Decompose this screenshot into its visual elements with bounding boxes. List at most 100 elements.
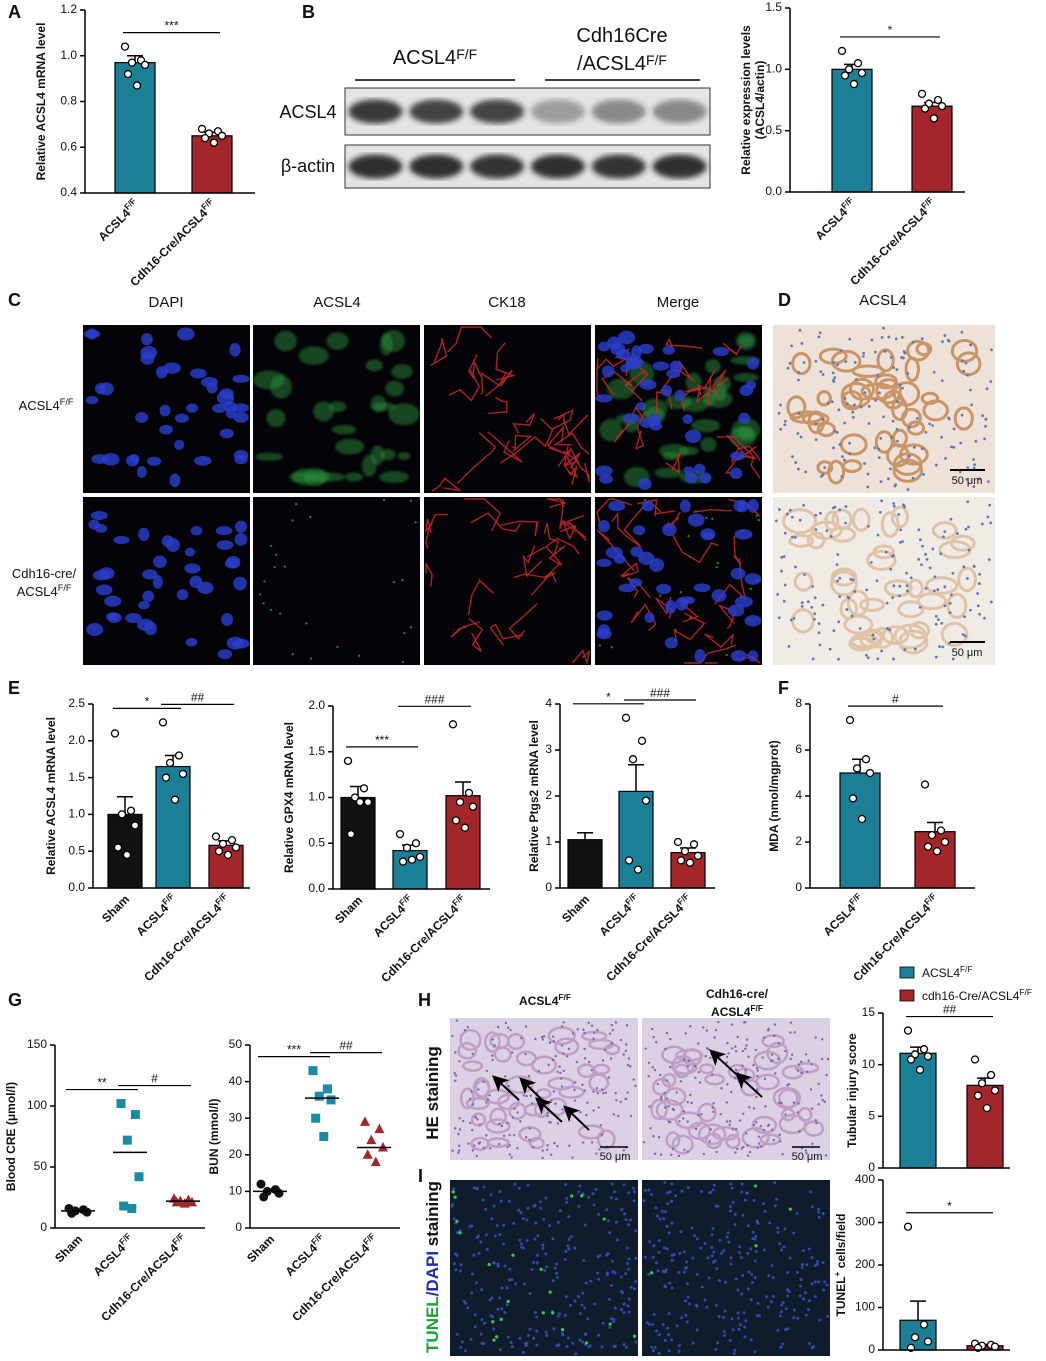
nucleus (677, 1349, 681, 1353)
nucleus (717, 1020, 720, 1024)
nucleus (529, 1094, 532, 1097)
nucleus (734, 1277, 738, 1281)
nucleus (567, 1237, 571, 1241)
nucleus (811, 1345, 815, 1349)
nucleus (821, 373, 825, 376)
nucleus (817, 1210, 821, 1214)
nucleus (614, 1197, 618, 1201)
nucleus (557, 1312, 561, 1316)
nucleus (743, 1335, 747, 1339)
nucleus (536, 1253, 540, 1257)
nucleus (605, 1208, 609, 1212)
data-point (374, 1123, 385, 1134)
green-signal (392, 580, 396, 584)
nucleus (852, 403, 856, 407)
nucleus (943, 530, 947, 534)
nucleus (579, 1110, 582, 1114)
nucleus (790, 515, 794, 519)
nucleus (752, 1064, 755, 1067)
tubule (457, 1042, 478, 1060)
nucleus (645, 1321, 649, 1325)
nucleus (662, 1217, 666, 1221)
significance-label: * (145, 694, 150, 708)
nucleus (610, 342, 626, 356)
nucleus (650, 1345, 654, 1349)
nucleus (229, 342, 241, 357)
nucleus (663, 1181, 667, 1185)
nucleus (457, 1144, 461, 1148)
nucleus (629, 1218, 633, 1222)
nucleus (638, 477, 652, 491)
nucleus (590, 1069, 594, 1072)
bar (567, 839, 603, 889)
tubule (892, 381, 921, 407)
data-point (929, 114, 939, 123)
tunel-cell (458, 1231, 462, 1235)
tunel-cell (754, 1244, 758, 1248)
nucleus (721, 1316, 725, 1320)
nucleus (821, 1098, 824, 1102)
nucleus (914, 647, 917, 651)
nucleus (738, 1119, 742, 1122)
tubule (576, 1063, 596, 1078)
nucleus (907, 425, 911, 429)
nucleus (784, 1113, 787, 1116)
nucleus (610, 1023, 614, 1027)
nucleus (745, 1044, 748, 1047)
data-point (915, 1065, 925, 1074)
nucleus (474, 1116, 477, 1119)
nucleus (817, 631, 821, 635)
nucleus (629, 1285, 633, 1289)
nucleus (677, 1270, 681, 1274)
green-signal (414, 521, 417, 524)
red-signal (488, 396, 508, 415)
y-tick-label: 0.5 (308, 835, 325, 849)
nucleus (789, 1021, 793, 1024)
nucleus (686, 1186, 690, 1190)
y-axis-label: Tubular injury score (845, 1033, 859, 1148)
nucleus (596, 1277, 600, 1281)
nucleus (773, 1204, 777, 1208)
arrow (519, 1077, 545, 1103)
tunel-cell (570, 1194, 574, 1198)
nucleus (779, 1345, 783, 1349)
nucleus (630, 546, 643, 557)
nucleus (541, 1246, 545, 1250)
tubule (506, 1032, 525, 1051)
nucleus (851, 410, 855, 414)
nucleus (490, 1217, 494, 1221)
nucleus (533, 1237, 537, 1241)
tunel-cell (649, 1271, 654, 1275)
data-point (990, 1086, 1000, 1095)
nucleus (835, 563, 839, 567)
green-signal (273, 565, 276, 569)
tunel-image (450, 1180, 638, 1356)
arrow (535, 1097, 563, 1123)
nucleus (560, 1025, 564, 1028)
column-label: CK18 (488, 294, 526, 311)
nucleus (668, 1190, 672, 1194)
nucleus (967, 525, 970, 529)
nucleus (901, 386, 904, 390)
nucleus (612, 1318, 616, 1322)
nucleus (615, 1099, 618, 1102)
nucleus (822, 1288, 826, 1292)
panel-label: B (302, 2, 315, 22)
nucleus (525, 1094, 528, 1098)
nucleus (473, 1144, 476, 1147)
nucleus (503, 1310, 507, 1314)
nucleus (814, 422, 818, 426)
nucleus (470, 1272, 474, 1276)
nucleus (733, 1348, 737, 1352)
nucleus (113, 535, 130, 545)
nucleus (479, 1332, 483, 1336)
nucleus (613, 1190, 617, 1194)
nucleus (454, 1079, 457, 1083)
tubule (946, 592, 968, 619)
nucleus (141, 333, 153, 346)
nucleus (667, 1312, 671, 1316)
tubule (793, 571, 814, 592)
nucleus (744, 1319, 748, 1323)
nucleus (740, 1182, 744, 1186)
